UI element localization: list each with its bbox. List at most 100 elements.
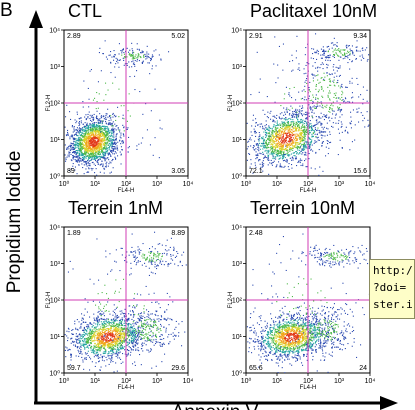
event-point: [87, 158, 89, 160]
event-point: [107, 138, 109, 140]
event-point: [337, 128, 339, 130]
event-point: [88, 139, 90, 141]
event-point: [117, 335, 119, 337]
event-point: [266, 145, 268, 147]
event-point: [95, 135, 97, 137]
event-point: [95, 330, 97, 332]
event-point: [336, 82, 338, 84]
event-point: [259, 126, 261, 128]
event-point: [283, 98, 285, 100]
event-point: [269, 149, 271, 151]
event-point: [98, 140, 100, 142]
event-point: [117, 329, 119, 331]
event-point: [118, 339, 120, 341]
event-point: [308, 153, 310, 155]
event-point: [279, 125, 281, 127]
event-point: [83, 141, 85, 143]
event-point: [270, 144, 272, 146]
event-point: [116, 320, 118, 322]
event-point: [142, 344, 144, 346]
event-point: [84, 139, 86, 141]
event-point: [135, 338, 137, 340]
event-point: [287, 130, 289, 132]
event-point: [315, 88, 317, 90]
event-point: [289, 88, 291, 90]
event-point: [105, 126, 107, 128]
event-point: [110, 329, 112, 331]
event-point: [281, 149, 283, 151]
event-point: [103, 133, 105, 135]
event-point: [77, 349, 79, 351]
event-point: [304, 120, 306, 122]
event-point: [126, 327, 128, 329]
event-point: [129, 115, 131, 117]
event-point: [92, 153, 94, 155]
event-point: [115, 362, 117, 364]
event-point: [289, 139, 291, 141]
event-point: [299, 160, 301, 162]
event-point: [105, 120, 107, 122]
event-point: [75, 145, 77, 147]
event-point: [87, 125, 89, 127]
event-point: [80, 158, 82, 160]
event-point: [94, 138, 96, 140]
event-point: [130, 348, 132, 350]
event-point: [257, 146, 259, 148]
event-point: [90, 159, 92, 161]
event-point: [123, 53, 125, 55]
event-point: [89, 331, 91, 333]
event-point: [284, 159, 286, 161]
event-point: [277, 146, 279, 148]
event-point: [101, 163, 103, 165]
event-point: [263, 143, 265, 145]
event-point: [82, 334, 84, 336]
event-point: [110, 135, 112, 137]
event-point: [282, 155, 284, 157]
event-point: [279, 165, 281, 167]
event-point: [282, 155, 284, 157]
event-point: [121, 347, 123, 349]
event-point: [104, 154, 106, 156]
event-point: [91, 155, 93, 157]
event-point: [137, 329, 139, 331]
event-point: [123, 126, 125, 128]
event-point: [94, 326, 96, 328]
event-point: [271, 149, 273, 151]
event-point: [146, 129, 148, 131]
event-point: [110, 155, 112, 157]
event-point: [101, 145, 103, 147]
event-point: [279, 113, 281, 115]
event-point: [110, 325, 112, 327]
event-point: [96, 354, 98, 356]
event-point: [309, 127, 311, 129]
event-point: [321, 106, 323, 108]
event-point: [80, 152, 82, 154]
event-point: [72, 163, 74, 165]
event-point: [84, 352, 86, 354]
event-point: [90, 346, 92, 348]
event-point: [98, 141, 100, 143]
event-point: [154, 137, 156, 139]
event-point: [319, 67, 321, 69]
event-point: [97, 149, 99, 151]
event-point: [66, 134, 68, 136]
event-point: [292, 121, 294, 123]
event-point: [69, 150, 71, 152]
event-point: [101, 149, 103, 151]
event-point: [107, 89, 109, 91]
event-point: [329, 98, 331, 100]
event-point: [95, 128, 97, 130]
event-point: [108, 120, 110, 122]
event-point: [318, 121, 320, 123]
event-point: [91, 351, 93, 353]
event-point: [140, 325, 142, 327]
event-point: [298, 160, 300, 162]
event-point: [322, 50, 324, 52]
event-point: [298, 128, 300, 130]
event-point: [115, 115, 117, 117]
event-point: [347, 51, 349, 53]
event-point: [92, 146, 94, 148]
event-point: [323, 72, 325, 74]
event-point: [297, 149, 299, 151]
event-point: [77, 328, 79, 330]
